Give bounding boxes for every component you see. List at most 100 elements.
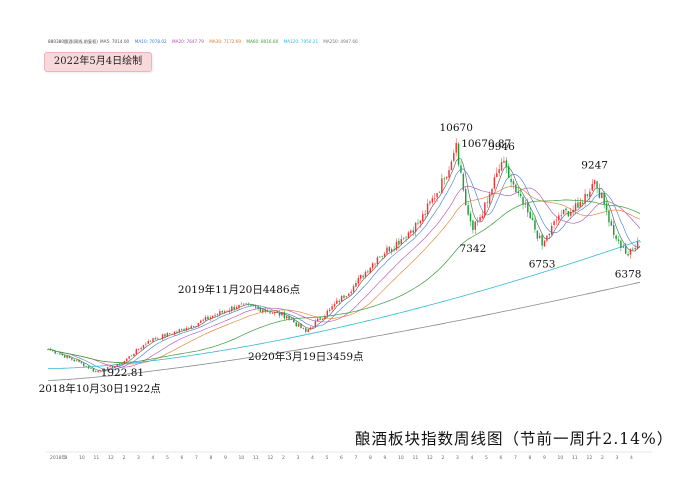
x-tick-label: 12	[587, 455, 593, 461]
candle	[443, 178, 445, 180]
candle	[622, 246, 625, 248]
candle	[481, 215, 484, 218]
candle	[507, 166, 510, 178]
candle	[49, 349, 52, 351]
candle	[369, 267, 371, 273]
candle	[207, 316, 209, 320]
candle	[615, 235, 617, 240]
candle	[553, 221, 555, 225]
annotation-label: 9946	[488, 141, 515, 153]
candle	[386, 247, 388, 254]
moving-average-lines	[47, 158, 641, 381]
candle	[457, 143, 460, 165]
candle	[180, 329, 183, 330]
candle	[257, 306, 259, 309]
candle	[317, 318, 319, 322]
candle	[469, 213, 472, 222]
candle	[431, 198, 434, 203]
candle	[126, 358, 128, 362]
candle	[328, 309, 331, 311]
x-tick-label: 12	[108, 455, 114, 461]
candle	[135, 349, 138, 355]
candle	[340, 295, 343, 302]
candle	[130, 355, 133, 357]
candle	[450, 161, 453, 171]
candle	[200, 320, 202, 323]
candle	[240, 303, 243, 305]
candle	[367, 271, 369, 273]
candle	[555, 219, 558, 221]
candle	[586, 194, 589, 196]
candle	[140, 348, 142, 350]
candle	[300, 323, 302, 329]
candle	[312, 326, 314, 328]
candle	[169, 333, 171, 334]
candle	[352, 286, 355, 292]
candle	[493, 177, 496, 189]
candle	[610, 221, 613, 226]
candle	[343, 295, 345, 298]
candle	[204, 317, 207, 321]
ma20-line	[47, 185, 641, 368]
candle	[75, 360, 78, 362]
candle	[288, 316, 290, 319]
candle	[283, 312, 286, 319]
candle	[324, 316, 326, 319]
candle	[247, 303, 250, 305]
candle	[500, 161, 503, 171]
candle	[264, 309, 266, 312]
candle	[636, 241, 639, 249]
candle	[395, 241, 398, 250]
annotation-label: 7342	[460, 243, 487, 255]
candle	[519, 193, 522, 197]
x-tick-label: 9	[65, 455, 68, 461]
candle	[252, 305, 255, 307]
candle	[314, 321, 317, 327]
candle	[543, 240, 546, 247]
candle	[295, 322, 297, 327]
x-tick-label: 4	[152, 455, 155, 461]
candle	[307, 329, 309, 333]
candle	[333, 304, 336, 307]
candle	[326, 310, 329, 316]
candle	[393, 248, 395, 250]
candle	[479, 217, 481, 221]
candle	[388, 246, 391, 252]
candle	[285, 316, 288, 319]
candle	[498, 169, 500, 173]
candle	[71, 358, 73, 360]
candle	[321, 318, 324, 320]
candle	[173, 331, 176, 335]
candle	[510, 178, 512, 182]
legend-item-4: MA60: 8016.60	[246, 39, 278, 44]
candle	[233, 306, 235, 310]
x-tick-label: 7	[195, 455, 198, 461]
candle	[634, 248, 636, 250]
candle	[448, 170, 450, 178]
candle	[266, 310, 269, 312]
candle	[505, 160, 508, 168]
x-tick-label: 8	[369, 455, 372, 461]
candle	[584, 193, 586, 204]
candle	[336, 300, 338, 304]
candle	[214, 314, 216, 316]
candle	[541, 234, 543, 246]
candle	[512, 181, 515, 185]
candle	[290, 318, 293, 320]
candle	[216, 314, 219, 316]
candle	[632, 248, 634, 250]
candle	[407, 232, 410, 239]
candle	[104, 370, 107, 371]
candle	[362, 275, 364, 278]
candle	[231, 306, 233, 311]
x-tick-label: 9	[543, 455, 546, 461]
candle	[87, 366, 90, 369]
candle	[238, 304, 240, 308]
candle	[570, 211, 572, 216]
candle	[226, 311, 228, 312]
candle	[61, 354, 64, 356]
candle	[195, 325, 197, 327]
candle	[123, 361, 126, 364]
